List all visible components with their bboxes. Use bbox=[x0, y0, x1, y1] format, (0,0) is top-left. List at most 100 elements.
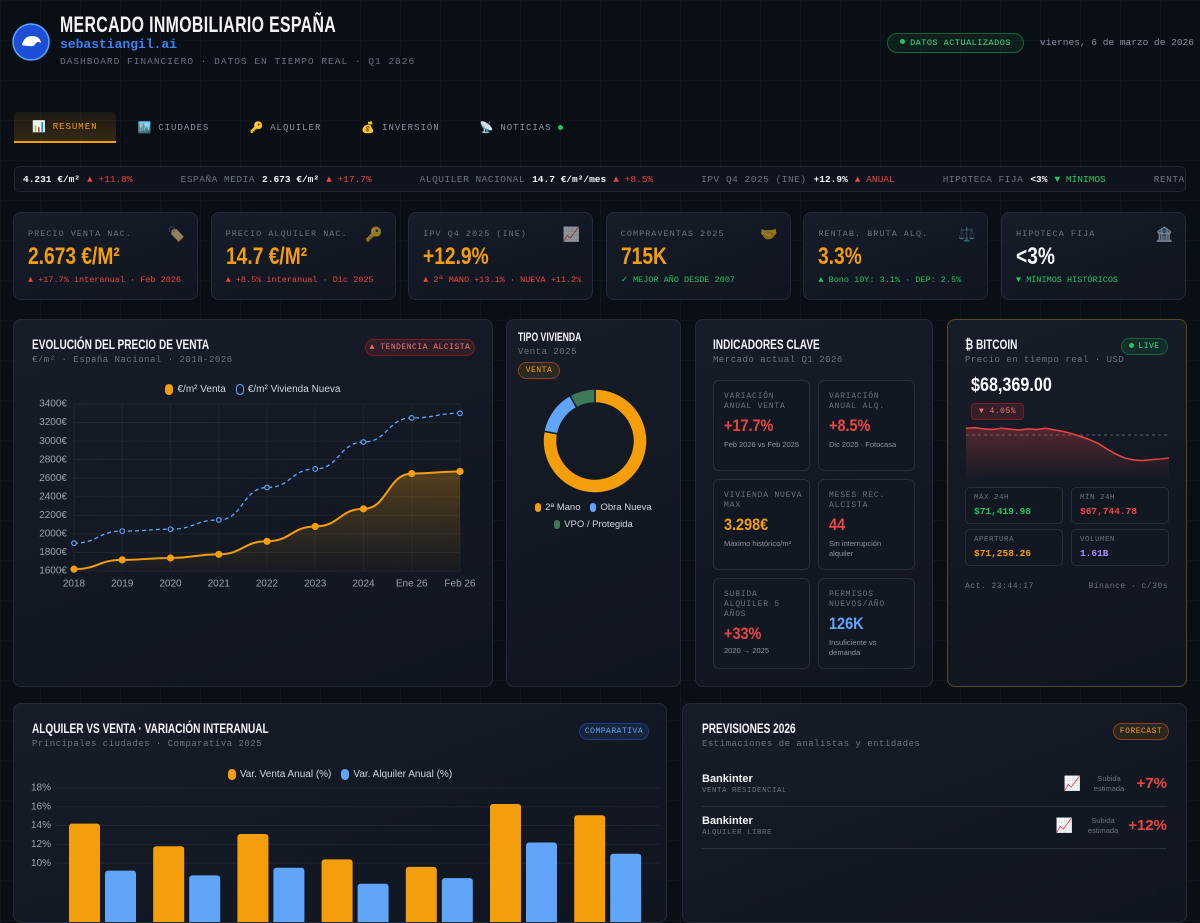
panel-bitcoin: ₿ BITCOIN Precio en tiempo real · USD LI… bbox=[947, 319, 1187, 687]
bar bbox=[105, 870, 136, 922]
kpi-icon: 🏷️ bbox=[167, 226, 185, 242]
tab[interactable]: 🔑 ALQUILER bbox=[231, 112, 339, 143]
x-tick-label: Feb 26 bbox=[444, 579, 476, 590]
indicator-note: Feb 2026 vs Feb 2025 bbox=[724, 440, 800, 449]
panel-forecasts: PREVISIONES 2026 Estimaciones de analist… bbox=[682, 703, 1187, 923]
kpi-card: COMPRAVENTAS 2025 🤝 715K ✓ MEJOR AÑO DESDE … bbox=[605, 212, 791, 300]
kpi-sub: ▲ Bono 10Y: 3.1% · DEP: 2.5% bbox=[818, 275, 962, 285]
stat-box: APERTURA $71,258.26 bbox=[965, 529, 1063, 566]
kpi-card: PRECIO VENTA NAC. 🏷️ 2.673 €/M² ▲ +17.7% in… bbox=[13, 212, 198, 300]
kpi-value: 3.3% bbox=[818, 243, 863, 270]
y-tick-label: 16% bbox=[31, 801, 51, 812]
ticker-change: ▲ ANUAL bbox=[854, 173, 895, 185]
kpi-value: <3% bbox=[1016, 243, 1055, 270]
y-tick-label: 1800€ bbox=[39, 547, 67, 558]
y-tick-label: 2400€ bbox=[39, 491, 67, 502]
bar bbox=[189, 875, 221, 922]
indicator-cell: VARIACIÓN ANUAL VENTA +17.7% Feb 2026 vs F… bbox=[713, 380, 810, 471]
bar bbox=[526, 842, 557, 922]
bar bbox=[237, 834, 269, 922]
bar bbox=[153, 846, 185, 922]
tab[interactable]: 📊 RESUMEN bbox=[14, 112, 116, 143]
indicator-cell: VIVIENDA NUEVA MAX 3.298€ Máximo histórico… bbox=[713, 479, 810, 570]
indicator-cell: VARIACIÓN ANUAL ALQ. +8.5% Dic 2025 · Foto… bbox=[818, 380, 915, 471]
stat-value: $67,744.78 bbox=[1080, 506, 1138, 517]
tab-label: CIUDADES bbox=[158, 122, 210, 133]
ticker-change: ▲ +11.8% bbox=[87, 173, 133, 185]
header-title-box: MERCADO INMOBILIARIO ESPAÑA bbox=[60, 12, 443, 38]
y-tick-label: 10% bbox=[31, 858, 51, 869]
indicator-value-box: 44 bbox=[829, 515, 848, 535]
tab[interactable]: 🏙️ CIUDADES bbox=[120, 112, 228, 143]
stat-box: MÍN 24H $67,744.78 bbox=[1071, 487, 1169, 524]
point bbox=[215, 517, 222, 523]
kpi-icon: 🤝 bbox=[760, 226, 778, 242]
legend-swatch bbox=[535, 503, 542, 512]
tab-icon: 💰 bbox=[361, 122, 377, 135]
point bbox=[119, 528, 126, 535]
ticker-item: RENTAB. ALQUILER3.3%▲ bbox=[1154, 174, 1185, 185]
bar bbox=[490, 803, 521, 922]
indicator-label: VARIACIÓN ANUAL ALQ. bbox=[829, 392, 886, 411]
panel-housing-type: TIPO VIVIENDA Venta 2025 VENTA 2ª Mano Ob… bbox=[506, 319, 681, 687]
forecast-badge: FORECAST bbox=[1113, 723, 1169, 740]
title-box: ₿ BITCOIN bbox=[965, 336, 1038, 352]
indicator-label: VIVIENDA NUEVA MAX bbox=[724, 491, 803, 510]
tab[interactable]: 📡 NOTICIAS bbox=[462, 112, 581, 143]
kpi-card: IPV Q4 2025 (INE) 📈 +12.9% ▲ 2ª MANO +13.1%… bbox=[408, 212, 594, 300]
kpi-label: RENTAB. BRUTA ALQ. bbox=[818, 229, 929, 239]
indicator-value: 3.298€ bbox=[724, 515, 769, 534]
tab-icon: 🏙️ bbox=[137, 122, 153, 135]
indicator-cell: MESES REC. ALCISTA 44 Sin interrupción alq… bbox=[818, 479, 915, 570]
point bbox=[166, 554, 175, 562]
legend-swatch bbox=[341, 769, 350, 780]
legend-item: Var. Venta Anual (%) bbox=[227, 769, 331, 780]
tab[interactable]: 💰 INVERSIÓN bbox=[343, 112, 457, 143]
ticker: 4.231 €/m² ▲ +11.8% ESPAÑA MEDIA 2.673 €/m²… bbox=[14, 166, 1186, 192]
point bbox=[167, 526, 174, 533]
indicator-label: SUBIDA ALQUILER 5 AÑOS bbox=[724, 590, 781, 619]
kpi-value: 2.673 €/M² bbox=[28, 243, 120, 270]
kpi-label: COMPRAVENTAS 2025 bbox=[620, 229, 725, 239]
status-badge: DATOS ACTUALIZADOS bbox=[887, 33, 1024, 53]
indicator-cell: PERMISOS NUEVOS/AÑO 126K Insuficiente vs d… bbox=[818, 578, 915, 669]
trend-badge: ▲ TENDENCIA ALCISTA bbox=[365, 339, 475, 356]
legend-swatch bbox=[554, 520, 561, 529]
legend-swatch bbox=[165, 384, 174, 395]
legend-swatch bbox=[590, 503, 597, 512]
chart-title: TIPO VIVIENDA bbox=[518, 330, 582, 344]
indicator-note: 2020 → 2025 bbox=[724, 646, 770, 655]
indicator-label: PERMISOS NUEVOS/AÑO bbox=[829, 590, 886, 609]
x-tick-label: 2019 bbox=[111, 579, 134, 590]
y-tick-label: 3000€ bbox=[39, 436, 67, 447]
ticker-change: ▲ +8.5% bbox=[613, 173, 654, 185]
type-badge: VENTA bbox=[518, 362, 560, 379]
kpi-label: PRECIO VENTA NAC. bbox=[28, 229, 132, 239]
x-tick-label: Ene 26 bbox=[396, 579, 428, 590]
kpi-value: +12.9% bbox=[423, 243, 489, 270]
area bbox=[966, 427, 1169, 480]
legend-item: Var. Alquiler Anual (%) bbox=[341, 769, 452, 780]
bar bbox=[273, 867, 305, 922]
y-tick-label: 2200€ bbox=[39, 510, 67, 521]
kpi-label: HIPOTECA FIJA bbox=[1016, 229, 1096, 239]
stat-box: VOLUMEN 1.61B bbox=[1071, 529, 1169, 566]
ticker-item: HIPOTECA FIJA <3% ▼ MÍNIMOS bbox=[943, 174, 1106, 185]
tab-label: ALQUILER bbox=[270, 122, 322, 133]
kpi-value-box: +12.9% bbox=[423, 243, 505, 271]
header-site[interactable]: sebastiangil.ai bbox=[60, 37, 178, 52]
legend-label: €/m² Venta bbox=[177, 384, 226, 395]
header-subtitle: DASHBOARD FINANCIERO · DATOS EN TIEMPO R… bbox=[60, 56, 416, 67]
y-tick-label: 2600€ bbox=[39, 473, 67, 484]
live-dot bbox=[1129, 343, 1135, 348]
logo-glyph bbox=[22, 36, 41, 47]
kpi-value-box: 3.3% bbox=[818, 243, 873, 271]
point bbox=[70, 565, 78, 573]
kpi-value: 14.7 €/M² bbox=[225, 243, 307, 270]
logo bbox=[12, 23, 50, 61]
kpi-card: HIPOTECA FIJA 🏦 <3% ▼ MÍNIMOS HISTÓRICOS bbox=[1001, 212, 1186, 300]
kpi-icon: 🏦 bbox=[1155, 226, 1173, 242]
kpi-card: PRECIO ALQUILER NAC. 🔑 14.7 €/M² ▲ +8.5% in… bbox=[210, 212, 396, 300]
ticker-change: ▲ +17.7% bbox=[326, 173, 372, 185]
ticker-value: 4.231 €/m² bbox=[23, 173, 81, 185]
